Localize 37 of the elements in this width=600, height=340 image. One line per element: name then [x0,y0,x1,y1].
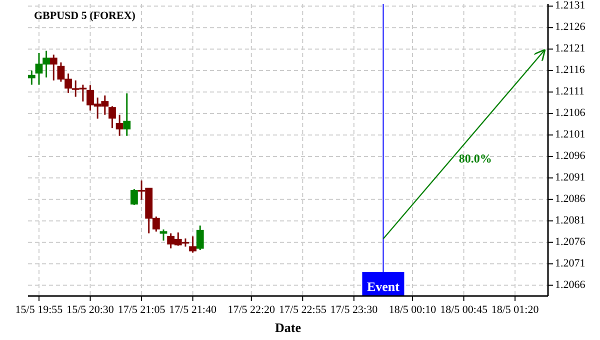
y-tick-label: 1.2121 [555,42,586,55]
y-tick-label: 1.2091 [555,171,586,184]
y-tick-label: 1.2126 [555,21,586,34]
y-tick-label: 1.2111 [555,86,584,98]
y-tick-label: 1.2066 [555,278,586,291]
candlestick [130,188,138,206]
y-tick-label: 1.2106 [555,107,586,120]
candlestick [108,105,116,129]
x-tick-label: 17/5 22:55 [278,304,327,316]
x-tick-label: 17/5 21:40 [169,304,217,316]
x-axis-title: Date [275,320,302,335]
y-tick-label: 1.2096 [555,150,586,162]
annotation: Event [366,279,400,294]
y-tick-label: 1.2071 [555,257,586,270]
text: GBPUSD 5 (FOREX) [34,10,136,22]
annotation: 80.0% [458,151,492,166]
y-tick-label: 1.2081 [555,214,586,226]
candlestick [50,54,58,82]
candlestick [196,224,204,251]
x-tick-label: 18/5 01:20 [491,304,540,316]
candlestick [116,114,124,137]
y-tick-label: 1.2076 [555,236,586,248]
x-tick-label: 15/5 19:55 [15,304,64,316]
y-tick-label: 1.2116 [555,64,586,76]
y-tick-label: 1.2086 [555,192,586,205]
x-tick-label: 15/5 20:30 [66,304,114,316]
candlestick [123,92,131,137]
candlestick [160,228,168,242]
y-tick-label: 1.2131 [555,0,586,12]
y-tick-label: 1.2101 [555,128,586,140]
candlestick [28,70,36,86]
x-tick-label: 17/5 22:20 [228,304,276,316]
x-tick-label: 18/5 00:45 [440,304,488,316]
candlestick [189,236,196,254]
x-tick-label: 17/5 21:05 [118,304,166,316]
x-tick-label: 17/5 23:30 [330,304,378,316]
x-tick-label: 18/5 00:10 [388,304,437,316]
